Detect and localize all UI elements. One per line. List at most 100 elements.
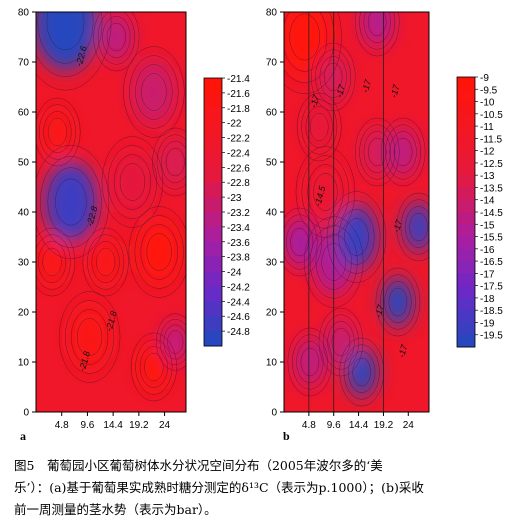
caption-line-2: 乐’）：(a)基于葡萄果实成熟时糖分测定的δ¹³C（表示为p.1000）；(b)… [14, 480, 424, 495]
contour-line [326, 191, 387, 283]
contour-line [36, 227, 76, 297]
contour-line [106, 22, 126, 52]
colorbar-label: -23.6 [227, 238, 250, 249]
y-tick-label: 20 [266, 308, 278, 319]
contour-line [167, 330, 184, 354]
colorbar-label: -18.5 [480, 306, 503, 317]
heatmap-feature-10 [361, 12, 393, 46]
contour-line [46, 12, 85, 51]
contour-line [139, 346, 168, 388]
colorbar-label: -22.4 [227, 148, 250, 159]
colorbar-segment [204, 182, 222, 198]
contour-line [43, 111, 72, 153]
heatmap-feature-11 [382, 278, 414, 326]
contour-line [296, 92, 342, 162]
colorbar-segment [204, 137, 222, 153]
heatmap-feature-4 [111, 150, 154, 214]
contour-line [393, 137, 413, 167]
contour-line [165, 147, 185, 177]
contour-line [354, 12, 400, 57]
colorbar-segment [204, 78, 222, 94]
contour-line [102, 16, 131, 58]
colorbar-segment [457, 138, 475, 152]
heatmap-feature-14 [346, 348, 378, 396]
contour-line [119, 163, 146, 201]
contour-line [318, 307, 364, 377]
heatmap-feature-12 [159, 138, 186, 186]
contour-line [385, 124, 422, 180]
figure: -22.6-22.8-21.8-21.8010203040506070804.8… [18, 8, 503, 444]
colorbar-segment [204, 107, 222, 124]
colorbar-segment [457, 150, 475, 164]
colorbar-label: -22 [227, 119, 242, 130]
colorbar-segment [457, 322, 475, 336]
contour-line [140, 224, 178, 280]
y-tick-label: 10 [18, 358, 30, 369]
colorbar-label: -21.8 [227, 104, 250, 115]
heatmap-feature-3 [132, 60, 176, 124]
contour-line [380, 117, 426, 187]
x-tick-label: 24 [159, 420, 171, 431]
contour-line [91, 241, 120, 283]
heatmap-feature-6 [294, 338, 326, 386]
colorbar-label: -14 [480, 196, 495, 207]
contour-line [129, 55, 179, 129]
colorbar-segment [457, 297, 475, 311]
colorbar-segment [457, 162, 475, 176]
colorbar-label: -22.2 [227, 134, 250, 145]
contour-line [47, 117, 67, 147]
contour-label: -17 [308, 93, 321, 109]
colorbar-label: -12.5 [480, 159, 503, 170]
colorbar-label: -23.2 [227, 208, 250, 219]
colorbar-frame [456, 76, 476, 348]
y-tick-label: 20 [18, 308, 30, 319]
colorbar-segment [457, 212, 475, 225]
contour-line [313, 173, 338, 211]
y-tick-label: 10 [266, 358, 278, 369]
contour-line [284, 12, 342, 95]
contour-line [296, 341, 324, 383]
colorbar-segment [457, 126, 475, 139]
y-tick-label: 0 [23, 408, 29, 419]
heatmap-feature-8 [387, 128, 419, 176]
colorbar-label: -24 [227, 268, 242, 279]
contour-line [64, 300, 115, 374]
contour-line [141, 73, 167, 111]
contour-line [388, 287, 408, 317]
y-tick-label: 80 [266, 8, 278, 19]
colorbar-label: -23.4 [227, 223, 250, 234]
colorbar-segment [457, 113, 475, 127]
colorbar-segment [457, 175, 475, 188]
colorbar-label: -19 [480, 318, 495, 329]
contour-line [354, 117, 400, 187]
x-tick-label: 24 [403, 420, 415, 431]
contour-line [309, 112, 329, 142]
contour-line [348, 351, 376, 393]
contour-line [156, 134, 186, 190]
colorbar-label: -24.4 [227, 297, 250, 308]
colorbar-segment [457, 334, 475, 348]
x-tick-label: 14.4 [349, 420, 369, 431]
contour-line [161, 141, 186, 183]
contour-line [134, 215, 184, 289]
y-tick-label: 0 [271, 408, 277, 419]
colorbar-segment [204, 316, 222, 332]
y-tick-label: 40 [18, 208, 30, 219]
contour-line [405, 206, 429, 248]
x-tick-label: 9.6 [80, 420, 94, 431]
heatmap-feature-2 [303, 103, 335, 151]
colorbar-label: -17.5 [480, 282, 503, 293]
colorbar-label: -21.6 [227, 89, 250, 100]
x-tick-label: 19.2 [374, 420, 394, 431]
contour-line [144, 352, 164, 382]
contour-line [332, 200, 381, 274]
contour-line [284, 12, 328, 72]
contour-line [396, 192, 429, 262]
contour-line [367, 12, 387, 37]
contour-line [36, 12, 103, 77]
heatmap-feature-8 [36, 238, 69, 286]
contour-line [130, 332, 177, 402]
colorbar-label: -22.8 [227, 178, 250, 189]
contour-line [96, 247, 116, 277]
colorbar-label: -19.5 [480, 331, 503, 342]
